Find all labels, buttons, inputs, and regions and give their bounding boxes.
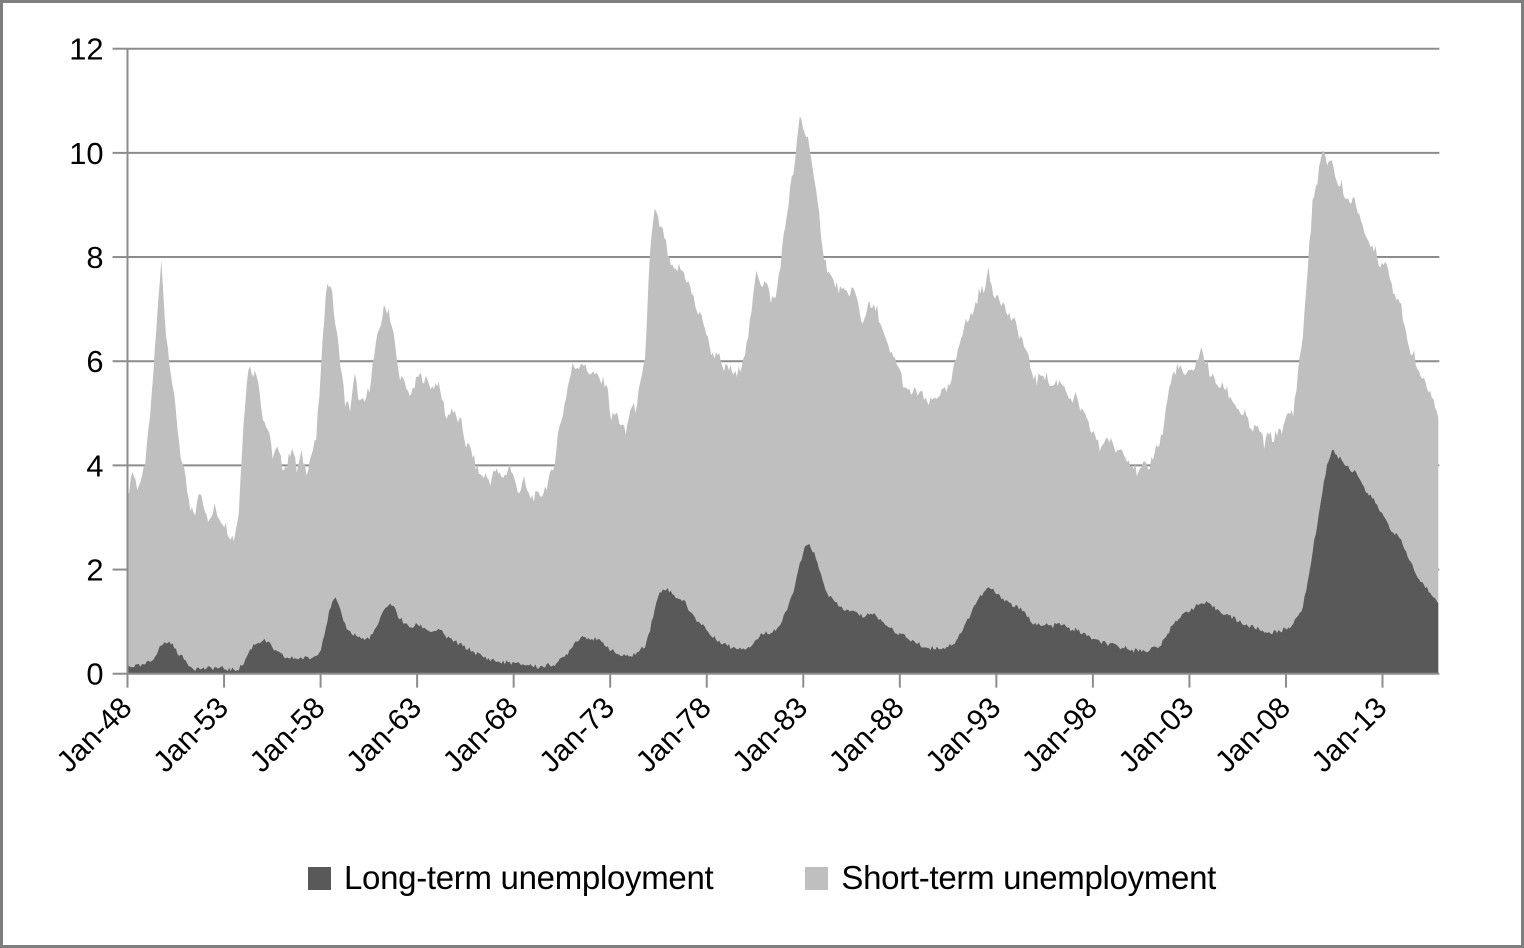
x-tick-label: Jan-88 [823,691,911,779]
x-tick-label: Jan-08 [1209,691,1297,779]
x-tick-label: Jan-78 [630,691,718,779]
legend-label-short-term: Short-term unemployment [841,859,1216,896]
y-tick-label: 8 [86,240,103,275]
y-tick-label: 12 [69,32,103,67]
legend-item-long-term: Long-term unemployment [307,859,714,897]
x-tick-label: Jan-98 [1016,691,1104,779]
y-tick-label: 6 [86,344,103,379]
short-term-unemployment-area [127,116,1439,672]
x-tick-label: Jan-93 [919,691,1007,779]
long-term-unemployment-area [127,449,1439,674]
y-tick-label: 0 [86,657,103,692]
y-tick-label: 10 [69,136,103,171]
x-tick-label: Jan-48 [51,691,139,779]
x-tick-label: Jan-58 [244,691,332,779]
x-tick-label: Jan-53 [147,691,235,779]
long-term-swatch-icon [307,866,331,890]
legend-label-long-term: Long-term unemployment [343,859,714,896]
x-tick-label: Jan-83 [726,691,814,779]
short-term-swatch-icon [805,866,829,890]
x-tick-label: Jan-03 [1112,691,1200,779]
y-tick-label: 4 [86,448,103,483]
y-tick-label: 2 [86,553,103,588]
legend-item-short-term: Short-term unemployment [805,859,1216,897]
x-tick-label: Jan-73 [533,691,621,779]
x-tick-label: Jan-68 [437,691,525,779]
chart-legend: Long-term unemployment Short-term unempl… [3,859,1521,897]
x-tick-label: Jan-13 [1306,691,1394,779]
x-tick-label: Jan-63 [340,691,428,779]
